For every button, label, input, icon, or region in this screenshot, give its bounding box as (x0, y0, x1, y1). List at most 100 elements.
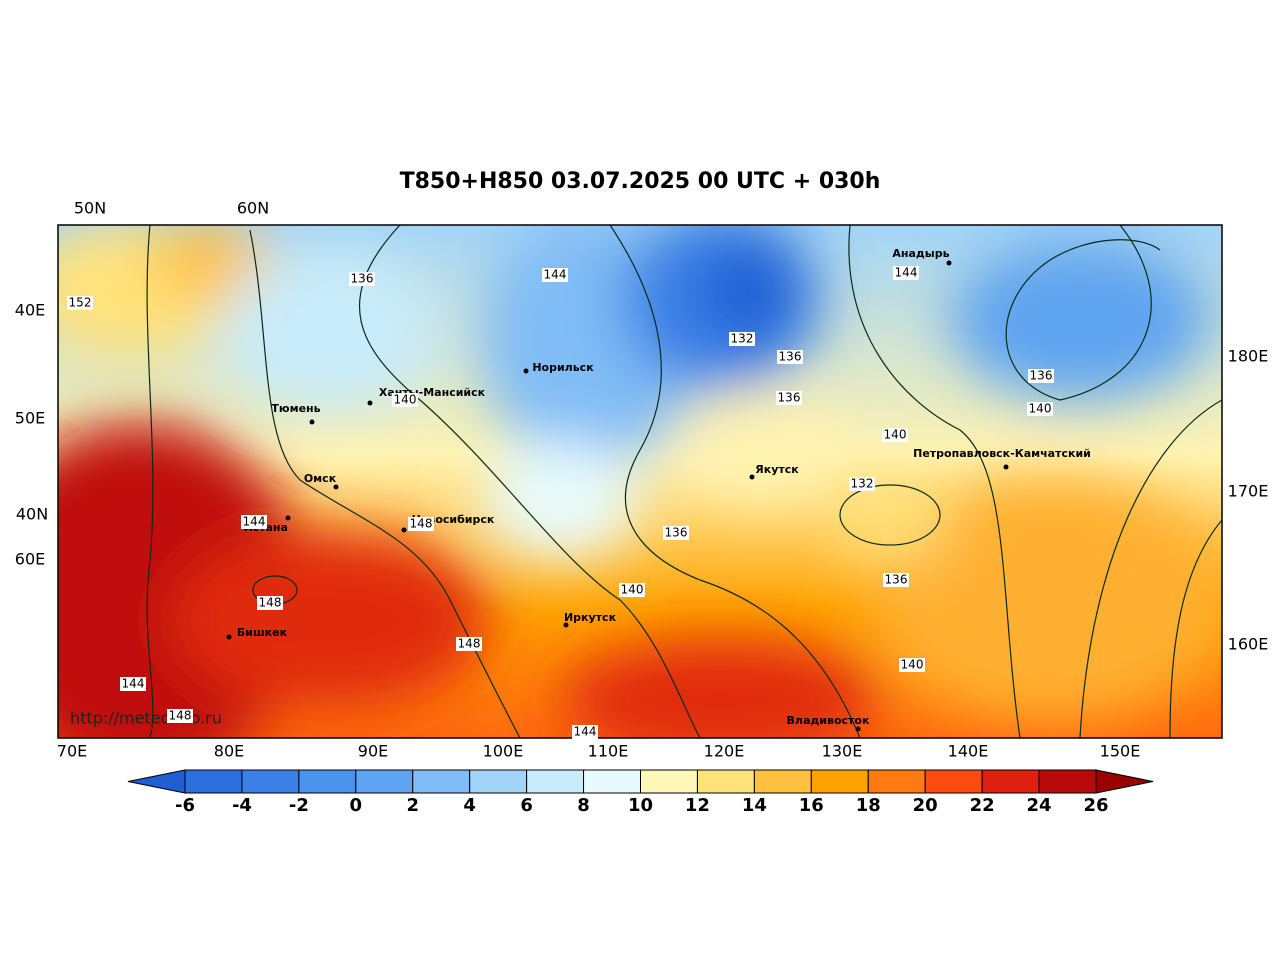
contour-label: 148 (410, 517, 433, 531)
contour-label-bg (1027, 402, 1053, 416)
contour-label: 152 (69, 296, 92, 310)
colorbar-tick-label: -4 (232, 795, 252, 816)
contour-label: 144 (574, 725, 597, 739)
city-name: Иркутск (564, 611, 617, 624)
contour-label-bg (882, 428, 908, 442)
contour-label-bg (663, 526, 689, 540)
city-dot (285, 515, 291, 521)
axis-label: 40N (16, 505, 48, 524)
city-name: Норильск (532, 361, 594, 374)
colorbar-box (753, 769, 812, 794)
colorbar-tick-label: 0 (350, 795, 363, 816)
city-dot (1003, 464, 1009, 470)
contour-label-bg (120, 677, 146, 691)
colorbar-tick-label: 8 (577, 795, 590, 816)
contour-label-bg (883, 573, 909, 587)
contour-label: 136 (779, 350, 802, 364)
colorbar-tick-label: 16 (799, 795, 824, 816)
colorbar-tick-label: 2 (406, 795, 419, 816)
city-name: Омск (304, 472, 337, 485)
axis-label: 180E (1228, 347, 1269, 366)
colorbar-box (1038, 769, 1097, 794)
axis-label: 100E (483, 742, 524, 761)
contour-label: 140 (394, 393, 417, 407)
contour-label-bg (67, 296, 93, 310)
contour-label: 148 (458, 637, 481, 651)
contour-label: 136 (778, 391, 801, 405)
colorbar-tick-label: 10 (628, 795, 653, 816)
contours (146, 225, 1222, 738)
colorbar-tick-label: 4 (463, 795, 476, 816)
city-dot (309, 419, 315, 425)
axis-label: 160E (1228, 635, 1269, 654)
axis-label: 90E (358, 742, 388, 761)
colorbar-extend-low (127, 769, 186, 794)
colorbar-tick-label: 14 (742, 795, 767, 816)
colorbar-tick-label: 22 (970, 795, 995, 816)
contour-label: 144 (544, 268, 567, 282)
contour-label: 140 (901, 658, 924, 672)
city-dot (563, 622, 569, 628)
contour-label-bg (849, 477, 875, 491)
source-url: http://meteoinfo.ru (70, 709, 222, 728)
axis-label: 50E (15, 409, 45, 428)
colorbar-box (867, 769, 926, 794)
colorbar-tick-label: 6 (520, 795, 533, 816)
map-frame (57, 224, 1223, 739)
colorbar-tick-label: 18 (856, 795, 881, 816)
colorbar-box (583, 769, 641, 794)
axis-label: 120E (704, 742, 745, 761)
contour-label: 136 (351, 272, 374, 286)
axis-label: 150E (1100, 742, 1141, 761)
axis-label: 50N (74, 199, 106, 218)
colorbar-tick-label: 12 (685, 795, 710, 816)
axis-label: 130E (822, 742, 863, 761)
colorbar-box (526, 769, 585, 794)
contour-label: 140 (1029, 402, 1052, 416)
colorbar-box (412, 769, 471, 794)
contour-label-bg (899, 658, 925, 672)
colorbar-box (924, 769, 983, 794)
colorbar-box (810, 769, 869, 794)
contour-label: 144 (895, 266, 918, 280)
contour-label-bg (1028, 369, 1054, 383)
contour-label: 136 (885, 573, 908, 587)
city-dot (367, 400, 373, 406)
contour-label-bg (257, 596, 283, 610)
city-dot (749, 474, 755, 480)
axis-label: 60N (237, 199, 269, 218)
contour-label-bg (408, 517, 434, 531)
colorbar-tick-label: 26 (1083, 795, 1108, 816)
city-name: Петропавловск-Камчатский (913, 447, 1091, 460)
contour-label: 140 (884, 428, 907, 442)
colorbar-box (355, 769, 414, 794)
contour-label: 132 (731, 332, 754, 346)
city-name: Тюмень (271, 402, 320, 415)
colorbar-box (298, 769, 357, 794)
colorbar-tick-label: -6 (175, 795, 195, 816)
axis-label: 80E (214, 742, 244, 761)
contour-label-bg (619, 583, 645, 597)
contour-label: 136 (1030, 369, 1053, 383)
colorbar-box (469, 769, 528, 794)
contour-label: 140 (621, 583, 644, 597)
contour-label-bg (241, 515, 267, 529)
contour-label-bg (777, 350, 803, 364)
axis-label: 140E (948, 742, 989, 761)
contour-label: 132 (851, 477, 874, 491)
city-dot (401, 527, 407, 533)
city-dot (946, 260, 952, 266)
colorbar-box (696, 769, 755, 794)
colorbar-tick-label: 24 (1027, 795, 1052, 816)
city-name: Бишкек (237, 626, 288, 639)
temperature-field (58, 225, 1222, 738)
contour-label-bg (456, 637, 482, 651)
colorbar-tick-label: 20 (913, 795, 938, 816)
axis-label: 170E (1228, 482, 1269, 501)
city-name: Анадырь (892, 247, 949, 260)
city-name: Владивосток (787, 714, 870, 727)
colorbar-box (241, 769, 300, 794)
colorbar-box (981, 769, 1040, 794)
contour-label-bg (542, 268, 568, 282)
colorbar-box (184, 769, 243, 794)
